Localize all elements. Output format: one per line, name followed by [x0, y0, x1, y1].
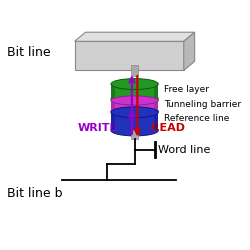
- Text: Bit line b: Bit line b: [7, 187, 63, 200]
- Bar: [154, 100, 158, 111]
- Bar: [111, 84, 158, 98]
- Bar: [74, 41, 184, 70]
- Ellipse shape: [111, 93, 158, 104]
- Bar: [154, 112, 158, 130]
- Text: Bit line: Bit line: [7, 46, 51, 59]
- Ellipse shape: [111, 107, 158, 116]
- Polygon shape: [184, 32, 195, 70]
- Bar: [111, 100, 115, 111]
- Bar: [111, 112, 115, 130]
- Bar: [154, 84, 158, 98]
- Bar: [111, 84, 115, 98]
- Bar: [111, 100, 158, 111]
- Text: Free layer: Free layer: [164, 85, 209, 94]
- Bar: [131, 130, 138, 139]
- Text: Reference line: Reference line: [164, 114, 229, 123]
- Text: WRITE: WRITE: [78, 123, 118, 133]
- Polygon shape: [74, 32, 195, 41]
- Bar: [131, 65, 138, 76]
- Ellipse shape: [111, 107, 158, 118]
- Text: READ: READ: [151, 123, 185, 133]
- Ellipse shape: [111, 96, 158, 105]
- Text: Tunneling barrier: Tunneling barrier: [164, 100, 241, 108]
- Ellipse shape: [111, 125, 158, 136]
- Text: Word line: Word line: [158, 144, 211, 154]
- Bar: [111, 112, 158, 130]
- Ellipse shape: [111, 78, 158, 90]
